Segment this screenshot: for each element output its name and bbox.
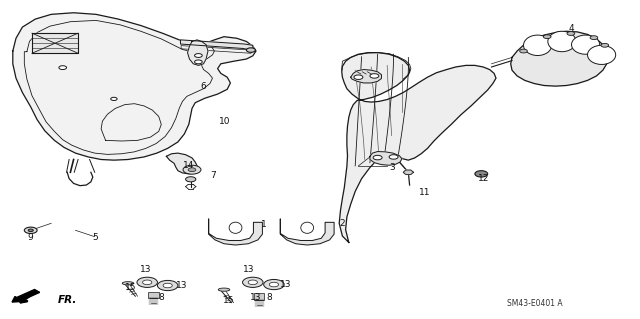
Polygon shape <box>166 153 198 174</box>
Circle shape <box>248 280 257 285</box>
Text: 3: 3 <box>390 163 396 172</box>
Ellipse shape <box>524 35 552 56</box>
Polygon shape <box>209 219 262 245</box>
Circle shape <box>264 279 284 290</box>
Text: 9: 9 <box>28 233 33 242</box>
Polygon shape <box>351 70 381 83</box>
Ellipse shape <box>548 31 576 52</box>
Circle shape <box>567 32 575 35</box>
Text: 14: 14 <box>183 161 195 170</box>
Text: 6: 6 <box>201 82 206 91</box>
Circle shape <box>157 280 178 291</box>
Text: 13: 13 <box>280 280 292 289</box>
Text: 13: 13 <box>176 281 188 290</box>
Polygon shape <box>511 31 608 86</box>
Circle shape <box>601 43 609 47</box>
Text: 4: 4 <box>568 24 574 33</box>
Text: 13: 13 <box>250 293 262 302</box>
Text: 2: 2 <box>339 219 345 228</box>
Text: FR.: FR. <box>58 295 77 305</box>
Polygon shape <box>13 13 256 160</box>
Circle shape <box>186 177 196 182</box>
Text: 13: 13 <box>243 265 255 274</box>
Circle shape <box>111 97 117 100</box>
Circle shape <box>354 75 363 79</box>
Text: 7: 7 <box>210 171 216 180</box>
Polygon shape <box>280 219 334 245</box>
Text: 13: 13 <box>140 265 152 274</box>
Circle shape <box>373 155 382 160</box>
Circle shape <box>24 227 37 234</box>
Ellipse shape <box>572 35 600 54</box>
Text: SM43-E0401 A: SM43-E0401 A <box>507 299 562 308</box>
Circle shape <box>475 171 488 177</box>
Polygon shape <box>188 40 208 65</box>
Ellipse shape <box>218 288 230 291</box>
Polygon shape <box>339 53 496 242</box>
Text: 15: 15 <box>223 296 235 305</box>
Text: 10: 10 <box>219 117 230 126</box>
Ellipse shape <box>301 222 314 234</box>
Circle shape <box>183 165 201 174</box>
Polygon shape <box>370 152 402 165</box>
Bar <box>148 292 159 298</box>
FancyArrow shape <box>12 290 40 302</box>
Circle shape <box>195 60 202 64</box>
Text: 11: 11 <box>419 189 431 197</box>
Circle shape <box>28 229 33 232</box>
Polygon shape <box>403 170 413 174</box>
Circle shape <box>590 36 598 40</box>
Circle shape <box>269 282 278 287</box>
Polygon shape <box>32 33 78 53</box>
Ellipse shape <box>229 222 242 234</box>
Ellipse shape <box>588 45 616 64</box>
Circle shape <box>195 54 202 57</box>
Circle shape <box>243 277 263 287</box>
Circle shape <box>143 280 152 285</box>
Text: 8: 8 <box>159 293 164 302</box>
Circle shape <box>137 277 157 287</box>
Text: 1: 1 <box>261 220 267 229</box>
Ellipse shape <box>122 282 134 285</box>
Polygon shape <box>180 40 253 50</box>
Circle shape <box>59 66 67 70</box>
Text: 5: 5 <box>92 233 97 242</box>
Circle shape <box>246 48 255 52</box>
Circle shape <box>163 283 172 288</box>
Circle shape <box>543 35 551 39</box>
Circle shape <box>389 155 398 159</box>
Text: 12: 12 <box>478 174 490 183</box>
Text: 15: 15 <box>125 283 137 292</box>
Bar <box>254 293 264 300</box>
Circle shape <box>188 168 196 172</box>
Circle shape <box>370 74 379 78</box>
Circle shape <box>520 49 527 53</box>
Text: 8: 8 <box>266 293 271 302</box>
